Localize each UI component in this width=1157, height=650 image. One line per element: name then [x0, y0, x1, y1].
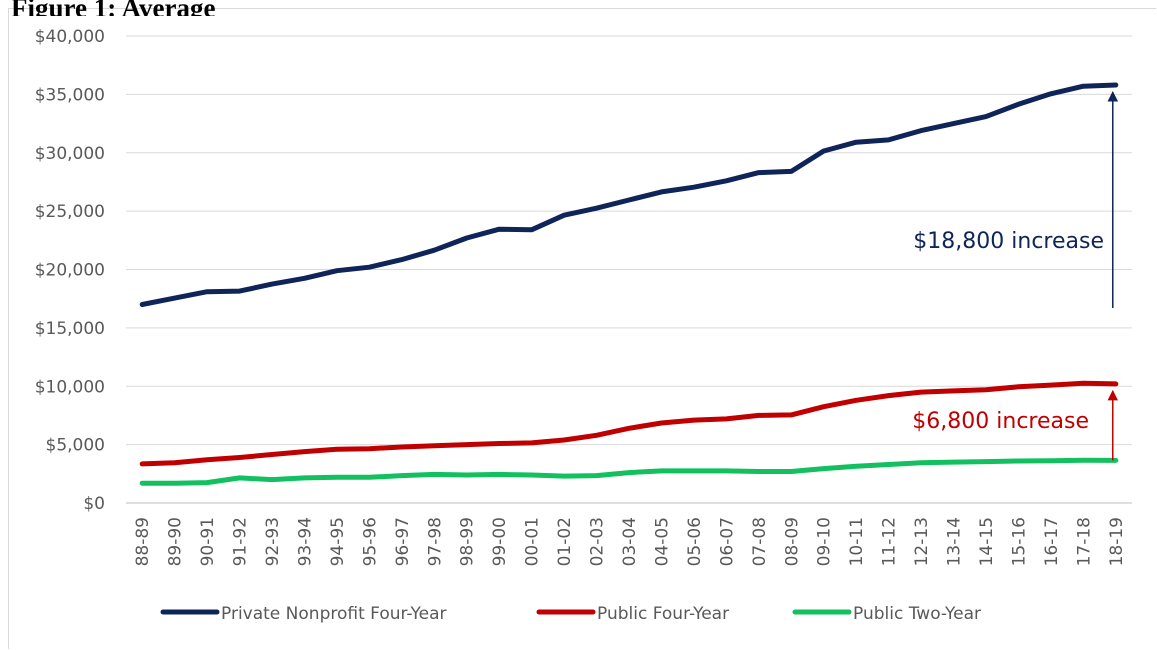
x-tick-label: 15-16 — [1009, 517, 1029, 566]
x-tick-label: 02-03 — [588, 517, 608, 566]
x-tick-label: 01-02 — [555, 517, 575, 566]
x-tick-label: 94-95 — [328, 517, 348, 566]
x-tick-label: 03-04 — [620, 517, 640, 566]
legend: Private Nonprofit Four-Year Public Four-Y… — [160, 604, 981, 624]
legend-label: Public Four-Year — [597, 604, 729, 624]
x-tick-label: 07-08 — [750, 517, 770, 566]
y-tick-label: $10,000 — [35, 377, 105, 397]
x-tick-label: 08-09 — [782, 517, 802, 566]
annotations: $18,800 increase $6,800 increase — [912, 90, 1119, 461]
annotation-label: $6,800 increase — [912, 409, 1089, 434]
series-line-2 — [139, 457, 1119, 486]
x-axis: 88-89 89-90 90-91 91-92 92-93 93-94 94-95 95-96… — [133, 517, 1127, 566]
y-tick-label: $25,000 — [35, 202, 105, 222]
legend-label: Public Two-Year — [853, 604, 981, 624]
y-tick-label: $30,000 — [35, 144, 105, 164]
x-tick-label: 04-05 — [652, 517, 672, 566]
y-tick-label: $20,000 — [35, 261, 105, 281]
y-tick-label: $0 — [83, 494, 105, 514]
x-tick-label: 17-18 — [1074, 517, 1094, 566]
x-tick-label: 90-91 — [198, 517, 218, 566]
series-line-1 — [139, 380, 1119, 467]
x-tick-label: 89-90 — [166, 517, 186, 566]
x-tick-label: 12-13 — [912, 517, 932, 566]
series-line-0 — [139, 82, 1119, 307]
x-tick-label: 14-15 — [977, 517, 997, 566]
x-tick-label: 10-11 — [847, 517, 867, 566]
legend-label: Private Nonprofit Four-Year — [221, 604, 447, 624]
x-tick-label: 96-97 — [393, 517, 413, 566]
figure-frame: Figure 1: Average — [8, 0, 1156, 649]
x-tick-label: 05-06 — [685, 517, 705, 566]
y-axis: $0 $5,000 $10,000 $15,000 $20,000 $25,000 $30,… — [35, 27, 105, 514]
figure-title: Figure 1: Average — [11, 0, 216, 16]
y-tick-label: $5,000 — [46, 436, 105, 456]
x-tick-label: 97-98 — [425, 517, 445, 566]
y-tick-label: $35,000 — [35, 85, 105, 105]
x-tick-label: 16-17 — [1042, 517, 1062, 566]
x-tick-label: 00-01 — [523, 517, 543, 566]
x-tick-label: 06-07 — [717, 517, 737, 566]
x-tick-label: 99-00 — [490, 517, 510, 566]
x-tick-label: 11-12 — [880, 517, 900, 566]
x-tick-label: 92-93 — [263, 517, 283, 566]
x-tick-label: 09-10 — [815, 517, 835, 566]
x-tick-label: 88-89 — [133, 517, 153, 566]
series-lines — [139, 82, 1119, 486]
x-tick-label: 13-14 — [945, 517, 965, 566]
y-tick-label: $40,000 — [35, 27, 105, 47]
x-tick-label: 98-99 — [458, 517, 478, 566]
gridlines — [126, 35, 1132, 504]
x-tick-label: 18-19 — [1107, 517, 1127, 566]
x-tick-label: 91-92 — [231, 517, 251, 566]
annotation-label: $18,800 increase — [913, 229, 1104, 254]
x-tick-label: 93-94 — [295, 517, 315, 566]
x-tick-label: 95-96 — [360, 517, 380, 566]
y-tick-label: $15,000 — [35, 319, 105, 339]
